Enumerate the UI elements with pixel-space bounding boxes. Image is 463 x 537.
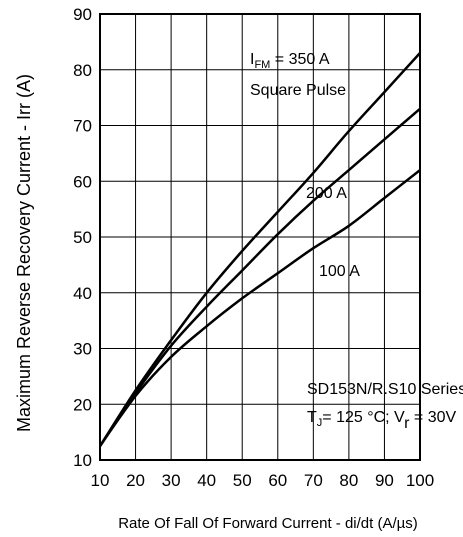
- y-tick-label: 20: [73, 395, 92, 414]
- annotation-square-pulse: Square Pulse: [250, 82, 346, 99]
- x-tick-label: 100: [406, 471, 434, 490]
- x-axis-label: Rate Of Fall Of Forward Current - di/dt …: [118, 515, 418, 532]
- annotation-100a: 100 A: [319, 263, 360, 280]
- x-tick-label: 20: [126, 471, 145, 490]
- x-tick-label: 40: [197, 471, 216, 490]
- y-axis-label: Maximum Reverse Recovery Current - Irr (…: [14, 74, 34, 432]
- y-tick-label: 70: [73, 117, 92, 136]
- annotation-200a: 200 A: [306, 185, 347, 202]
- y-tick-label: 80: [73, 61, 92, 80]
- x-tick-label: 10: [91, 471, 110, 490]
- annotation-ifm: IFM = 350 A: [250, 51, 330, 71]
- annotation-series: SD153N/R.S10 Series: [307, 381, 463, 398]
- y-tick-label: 60: [73, 172, 92, 191]
- curves: [98, 52, 421, 447]
- x-tick-labels: 10 20 30 40 50 60 70 80 90 100: [91, 471, 435, 490]
- x-tick-label: 80: [339, 471, 358, 490]
- series-line-350-a: [98, 52, 421, 447]
- series-line-100-a: [98, 169, 421, 447]
- y-tick-label: 30: [73, 340, 92, 359]
- y-tick-label: 90: [73, 5, 92, 24]
- x-tick-label: 90: [375, 471, 394, 490]
- annotation-conditions: TJ= 125 °C; Vr = 30V: [307, 409, 457, 432]
- x-tick-label: 50: [233, 471, 252, 490]
- y-tick-label: 10: [73, 451, 92, 470]
- y-tick-label: 50: [73, 228, 92, 247]
- x-tick-label: 30: [162, 471, 181, 490]
- plot-frame: [99, 13, 421, 461]
- x-tick-label: 70: [304, 471, 323, 490]
- x-tick-label: 60: [268, 471, 287, 490]
- series-line-200-a: [98, 107, 421, 447]
- y-tick-label: 40: [73, 284, 92, 303]
- y-tick-labels: 10 20 30 40 50 60 70 80 90: [73, 5, 92, 470]
